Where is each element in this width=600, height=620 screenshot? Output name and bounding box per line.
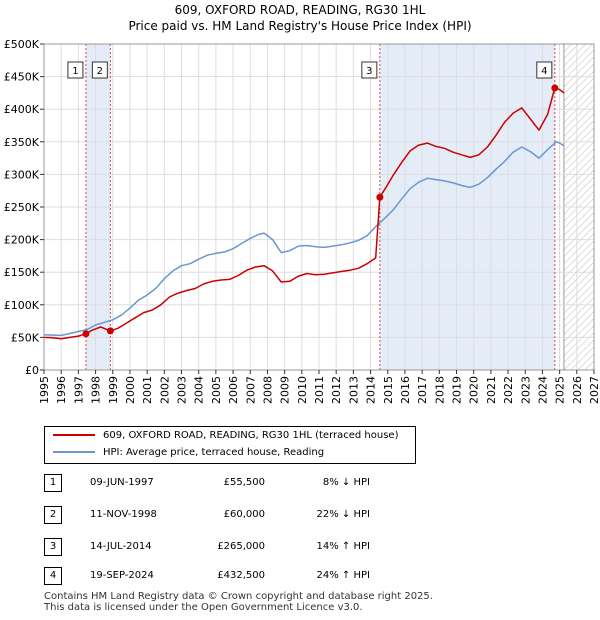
x-tick-label: 2007	[244, 376, 257, 404]
x-tick-label: 2008	[261, 376, 274, 404]
x-tick-label: 2011	[313, 376, 326, 404]
x-tick-label: 1996	[55, 376, 68, 404]
x-tick-label: 2012	[330, 376, 343, 404]
legend: 609, OXFORD ROAD, READING, RG30 1HL (ter…	[44, 426, 416, 464]
transaction-label: 3	[366, 66, 372, 77]
row-date: 19-SEP-2024	[90, 570, 154, 581]
legend-swatch-hpi	[53, 451, 95, 453]
row-number: 1	[44, 474, 62, 492]
chart-title: 609, OXFORD ROAD, READING, RG30 1HL	[174, 3, 426, 17]
row-hpi: 24% ↑ HPI	[316, 570, 370, 581]
chart-subtitle: Price paid vs. HM Land Registry's House …	[128, 19, 472, 33]
row-hpi: 14% ↑ HPI	[316, 541, 370, 552]
row-price: £265,000	[217, 541, 265, 552]
row-hpi: 22% ↓ HPI	[316, 509, 370, 520]
footer-copyright: Contains HM Land Registry data © Crown c…	[44, 591, 433, 602]
property-series-line	[44, 87, 565, 340]
x-tick-label: 2019	[451, 376, 464, 404]
x-tick-label: 2009	[279, 376, 292, 404]
x-tick-label: 2003	[176, 376, 189, 404]
legend-item-property: 609, OXFORD ROAD, READING, RG30 1HL (ter…	[53, 428, 398, 444]
y-tick-label: £50K	[11, 331, 40, 344]
transaction-label-box	[91, 61, 108, 79]
legend-item-hpi: HPI: Average price, terraced house, Read…	[53, 445, 324, 461]
y-tick-label: £150K	[4, 266, 40, 279]
y-tick-label: £250K	[4, 201, 40, 214]
y-tick-label: £100K	[4, 299, 40, 312]
legend-swatch-property	[53, 434, 95, 436]
transaction-point	[106, 327, 114, 335]
row-price: £60,000	[223, 509, 265, 520]
x-tick-label: 2025	[554, 376, 567, 404]
x-tick-label: 2027	[588, 376, 600, 404]
legend-label-property: 609, OXFORD ROAD, READING, RG30 1HL (ter…	[103, 430, 399, 441]
x-tick-label: 2013	[347, 376, 360, 404]
row-date: 14-JUL-2014	[90, 541, 152, 552]
transaction-label: 1	[72, 66, 78, 77]
transaction-label: 2	[97, 66, 103, 77]
x-tick-label: 2026	[571, 376, 584, 404]
legend-label-hpi: HPI: Average price, terraced house, Read…	[103, 447, 325, 458]
hpi-series-line	[44, 141, 565, 337]
y-tick-label: £400K	[4, 103, 40, 116]
row-date: 09-JUN-1997	[90, 477, 154, 488]
x-tick-label: 2020	[468, 376, 481, 404]
transaction-point	[551, 84, 559, 92]
x-tick-label: 1998	[90, 376, 103, 404]
transaction-point	[376, 193, 384, 201]
transaction-label-box	[67, 61, 84, 79]
row-price: £432,500	[217, 570, 265, 581]
x-tick-label: 2014	[365, 376, 378, 404]
row-number: 2	[44, 506, 62, 524]
x-tick-label: 1997	[72, 376, 85, 404]
row-number: 3	[44, 538, 62, 556]
x-tick-label: 2021	[485, 376, 498, 404]
x-tick-label: 2023	[519, 376, 532, 404]
x-tick-label: 2015	[382, 376, 395, 404]
x-tick-label: 2016	[399, 376, 412, 404]
y-tick-label: £200K	[4, 234, 40, 247]
y-tick-label: £300K	[4, 168, 40, 181]
x-tick-label: 1999	[107, 376, 120, 404]
transaction-point	[82, 330, 90, 338]
x-tick-label: 2010	[296, 376, 309, 404]
x-tick-label: 2005	[210, 376, 223, 404]
x-tick-label: 2022	[502, 376, 515, 404]
transaction-label-box	[536, 61, 553, 79]
x-tick-label: 1995	[38, 376, 51, 404]
x-tick-label: 2001	[141, 376, 154, 404]
x-tick-label: 2002	[158, 376, 171, 404]
row-number: 4	[44, 567, 62, 585]
footer-licence: This data is licensed under the Open Gov…	[44, 602, 363, 613]
y-tick-label: £500K	[4, 38, 40, 51]
x-tick-label: 2004	[193, 376, 206, 404]
y-tick-label: £0	[25, 364, 39, 377]
y-tick-label: £350K	[4, 136, 40, 149]
price-chart: 1 2 3 4 £0 £50K £100K £150K £200K £250K £300K £350…	[4, 38, 600, 404]
row-date: 11-NOV-1998	[90, 509, 157, 520]
row-hpi: 8% ↓ HPI	[322, 477, 370, 488]
x-tick-label: 2018	[433, 376, 446, 404]
x-tick-label: 2006	[227, 376, 240, 404]
y-tick-label: £450K	[4, 71, 40, 84]
transaction-label-box	[361, 61, 378, 79]
row-price: £55,500	[223, 477, 265, 488]
transaction-label: 4	[541, 66, 547, 77]
x-tick-label: 2024	[536, 376, 549, 404]
x-tick-label: 2017	[416, 376, 429, 404]
x-tick-label: 2000	[124, 376, 137, 404]
